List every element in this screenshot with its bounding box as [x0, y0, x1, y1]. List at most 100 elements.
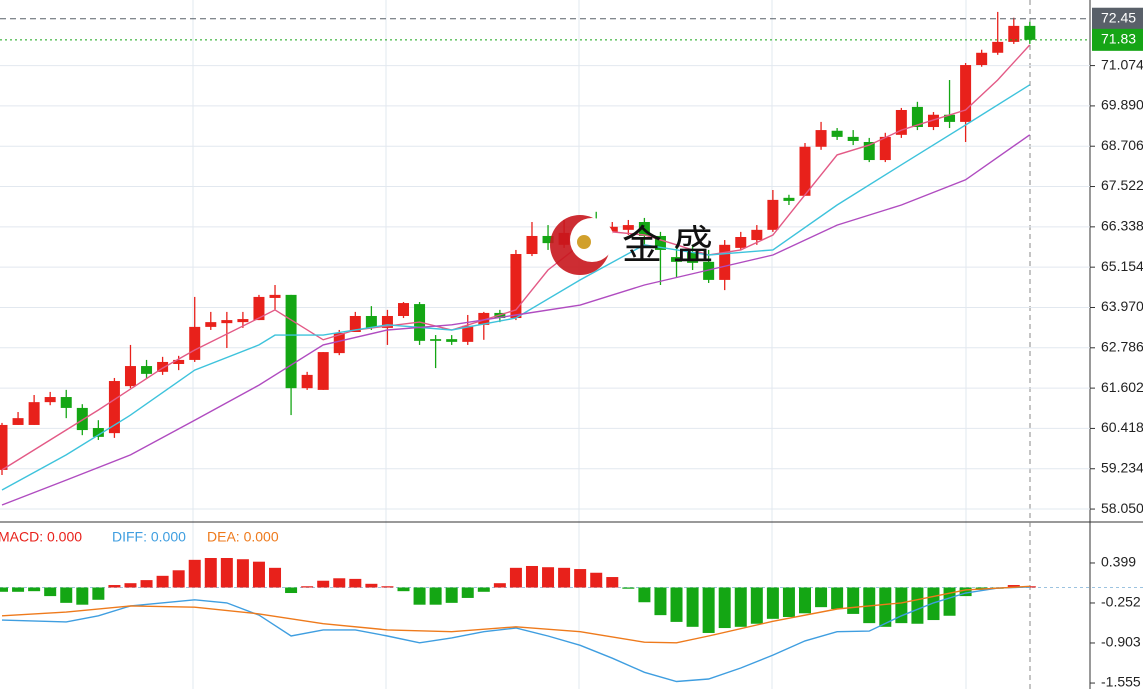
- y-tick-label: -1.555: [1101, 674, 1141, 689]
- macd-bar: [413, 587, 426, 605]
- y-tick-label: 61.602: [1101, 379, 1143, 395]
- candle-body: [76, 407, 88, 431]
- macd-bar: [1023, 586, 1036, 588]
- candle-body: [687, 251, 699, 263]
- candle-body: [895, 109, 907, 135]
- macd-bar: [927, 587, 940, 621]
- macd-bar: [911, 587, 924, 624]
- macd-bar: [92, 587, 105, 600]
- macd-bar: [156, 575, 169, 588]
- candle-body: [671, 257, 683, 262]
- candle-body: [301, 374, 313, 389]
- candle-body: [333, 333, 345, 354]
- macd-bar: [397, 587, 410, 592]
- price-tag-label: 71.83: [1101, 31, 1136, 47]
- candle-body: [124, 366, 136, 387]
- y-tick-label: 0.399: [1101, 554, 1136, 570]
- candle-body: [863, 141, 875, 161]
- candle-body: [703, 261, 715, 280]
- candle-body: [381, 315, 393, 328]
- macd-bar: [140, 580, 153, 588]
- macd-bar: [204, 557, 217, 588]
- candle-body: [398, 303, 409, 316]
- macd-bar: [477, 587, 490, 592]
- macd-bar: [285, 587, 298, 594]
- candle-body: [28, 402, 40, 425]
- y-tick-label: 66.338: [1101, 218, 1143, 234]
- candle-body: [173, 359, 185, 365]
- macd-bar: [702, 587, 715, 633]
- macd-bar: [317, 580, 330, 588]
- macd-bar: [718, 587, 731, 629]
- macd-bar: [734, 587, 747, 627]
- candle-body: [141, 366, 153, 374]
- macd-bar: [606, 577, 619, 588]
- candle-body: [189, 326, 201, 360]
- macd-bar: [44, 587, 57, 597]
- candle-body: [510, 254, 522, 319]
- macd-bar: [461, 587, 474, 598]
- candle-body: [927, 114, 939, 128]
- macd-bar: [590, 572, 603, 588]
- candle-body: [317, 352, 329, 390]
- macd-bar: [879, 587, 892, 627]
- candle-body: [237, 319, 249, 323]
- macd-bar: [252, 561, 265, 588]
- macd-bar: [349, 578, 362, 588]
- macd-bar: [525, 565, 538, 588]
- candle-body: [430, 339, 442, 341]
- candle-body: [1024, 25, 1036, 40]
- macd-bar: [654, 587, 667, 616]
- macd-bar: [493, 583, 506, 588]
- candle-body: [976, 52, 988, 66]
- macd-bar: [28, 587, 41, 592]
- price-tag-label: 72.45: [1101, 9, 1136, 25]
- y-tick-label: -0.903: [1101, 634, 1141, 650]
- candle-body: [44, 397, 56, 403]
- candle-body: [622, 225, 634, 230]
- price-tag: [1092, 7, 1143, 30]
- macd-bar: [542, 567, 555, 588]
- moving-average: [1, 134, 1031, 506]
- candle-body: [253, 296, 265, 321]
- legend-entry: MACD: 0.000: [0, 529, 82, 545]
- candle-body: [365, 315, 377, 328]
- candle-body: [992, 41, 1004, 53]
- candle-body: [285, 294, 297, 389]
- y-tick-label: 65.154: [1101, 258, 1143, 274]
- y-tick-label: 60.418: [1101, 419, 1143, 435]
- candle-body: [606, 226, 618, 232]
- macd-bar: [60, 587, 73, 603]
- y-tick-label: 63.970: [1101, 298, 1143, 314]
- macd-bar: [959, 587, 972, 597]
- candle-body: [60, 397, 72, 408]
- y-tick-label: 68.706: [1101, 137, 1143, 153]
- candle-body: [767, 199, 779, 230]
- candle-body: [462, 325, 474, 342]
- macd-bar: [0, 587, 8, 592]
- macd-bar: [799, 587, 811, 614]
- macd-bar: [558, 567, 571, 588]
- candle-body: [638, 222, 650, 236]
- candle-body: [719, 244, 731, 280]
- legend-entry: DEA: 0.000: [207, 529, 279, 545]
- candle-body: [446, 339, 458, 342]
- macd-bar: [766, 587, 779, 619]
- y-tick-label: 62.786: [1101, 338, 1143, 354]
- macd-bar: [365, 583, 378, 588]
- macd-bar: [236, 559, 249, 588]
- candle-body: [799, 146, 811, 196]
- macd-bar: [108, 585, 121, 588]
- candle-body: [751, 229, 763, 241]
- macd-bar: [831, 587, 844, 609]
- candle-body: [542, 235, 554, 244]
- candle-body: [157, 361, 169, 372]
- macd-bar: [815, 587, 828, 608]
- candle-body: [526, 235, 538, 255]
- candle-body: [879, 136, 891, 161]
- watermark: 金 盛: [622, 224, 713, 268]
- price-tag: [1092, 28, 1143, 51]
- macd-bar: [12, 587, 25, 592]
- candle-body: [831, 130, 843, 137]
